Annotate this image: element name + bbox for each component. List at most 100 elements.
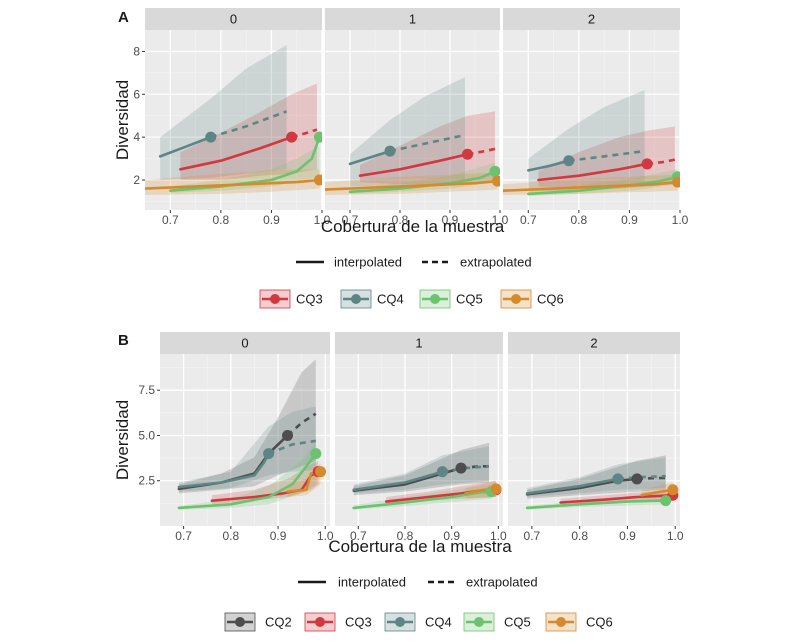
chart-B: B 0 0.7 0.8 0.9 1.0 2.5 5.0 7.5 1 0.7 0.8 0.9 1.0 2 0.7… [113,332,684,632]
facet-strip [508,332,680,354]
facet-strip-label: 1 [409,12,416,27]
line-interpolated-cq4 [526,159,571,172]
x-tick-label: 0.7 [524,529,541,543]
x-tick-label: 1.0 [492,213,509,227]
facet-strip-label: 1 [415,336,422,351]
facet-strip [503,8,680,30]
x-tick-label: 0.8 [392,213,409,227]
ci-band-cq5 [170,145,320,193]
line-interpolated-cq3 [559,493,675,504]
facet-data [525,455,679,510]
ci-band-cq2 [353,442,489,496]
legend-key-point-cq6 [556,617,566,627]
facet-data [352,442,502,510]
observed-point-cq4 [563,155,575,167]
ci-band-cq4 [160,45,287,180]
observed-point-cq4 [612,473,624,485]
line-interpolated-cq4 [158,135,212,158]
legend-label-cq3: CQ3 [345,615,372,630]
legend-key-point-cq4 [395,617,405,627]
legend-label-interpolated: interpolated [338,575,406,590]
line-extrapolated-cq4 [568,149,645,162]
legend-key-point-cq4 [351,294,361,304]
ci-band-cq4 [178,406,316,492]
x-tick-label: 0.8 [571,213,588,227]
line-extrapolated-cq2 [636,476,666,481]
linetype-legend: interpolated extrapolated [298,575,538,590]
y-tick-label: 5.0 [138,428,155,442]
ci-band-cq4 [353,446,489,494]
legend-label-cq6: CQ6 [537,292,564,307]
facet-strip-label: 0 [241,336,248,351]
observed-point-cq3 [286,131,298,143]
ci-band-cq3 [538,126,675,189]
x-tick-label: 0.9 [442,213,459,227]
legend-key-point-cq3 [315,617,325,627]
y-tick-label: 2.5 [138,474,155,488]
panel-letter-A: A [118,9,129,26]
legend-label-cq4: CQ4 [425,615,452,630]
x-tick-label: 0.9 [270,529,287,543]
chart-A: A 0 0.7 0.8 0.9 1.0 2 4 6 8 1 0.7 0.8 0.9 1.0 2 0.7 0.8 0.… [113,8,689,309]
facet-B-1: 1 0.7 0.8 0.9 1.0 [335,332,507,543]
facet-data [325,77,500,195]
x-tick-label: 0.7 [520,213,537,227]
observed-point-cq2 [455,462,467,474]
x-tick-label: 0.7 [350,529,367,543]
line-extrapolated-cq4 [268,439,316,455]
observed-point-cq5 [660,495,672,507]
observed-point-cq3 [462,148,473,160]
series-legend: CQ2 CQ3 CQ4 CQ5 CQ6 [224,612,613,632]
legend-label-cq2: CQ2 [265,615,292,630]
legend-label-interpolated: interpolated [334,255,402,270]
facet-data [145,45,322,195]
legend-key-point-cq5 [430,294,440,304]
y-tick-label: 2 [133,173,140,187]
legend-label-cq3: CQ3 [296,292,323,307]
facet-strip-label: 2 [590,336,597,351]
observed-point-cq6 [667,484,679,496]
facet-strip [160,332,330,354]
facet-strip [335,332,503,354]
observed-point-cq3 [641,158,653,170]
y-tick-label: 4 [133,130,140,144]
line-interpolated-cq5 [169,135,321,192]
observed-point-cq6 [671,176,680,188]
x-tick-label: 0.8 [571,529,588,543]
x-tick-label: 1.0 [490,529,507,543]
observed-point-cq5 [313,131,322,143]
x-tick-label: 0.7 [175,529,192,543]
line-interpolated-cq5 [525,499,668,510]
legend-key-point-cq6 [511,294,521,304]
legend-key-point-cq2 [235,617,245,627]
facet-A-2: 2 0.7 0.8 0.9 1.0 [503,8,689,227]
y-tick-label: 6 [133,87,140,101]
facet-strip [145,8,322,30]
facet-B-2: 2 0.7 0.8 0.9 1.0 [508,332,684,543]
line-interpolated-cq2 [352,466,463,493]
ci-band-cq5 [528,169,678,197]
ci-band-cq3 [211,460,319,505]
x-axis-title: Cobertura de la muestra [328,537,512,556]
line-interpolated-cq4 [348,149,392,166]
line-interpolated-cq5 [177,452,318,510]
observed-point-cq6 [315,466,327,478]
line-interpolated-cq6 [325,179,499,191]
observed-point-cq6 [490,483,502,495]
observed-point-cq5 [310,448,322,460]
x-tick-label: 0.9 [443,529,460,543]
line-interpolated-cq4 [525,477,620,495]
facet-data [503,90,680,197]
legend-label-cq5: CQ5 [504,615,531,630]
line-interpolated-cq4 [177,452,270,489]
line-extrapolated-cq2 [460,464,489,470]
ci-band-cq3 [360,111,495,185]
y-tick-label: 7.5 [138,383,155,397]
ci-band-cq4 [527,457,666,497]
x-tick-label: 0.8 [222,529,239,543]
y-axis-title: Diversidad [113,80,132,160]
observed-point-cq4 [263,448,275,460]
line-interpolated-cq2 [525,477,639,496]
facet-B-0: 0 0.7 0.8 0.9 1.0 2.5 5.0 7.5 [138,332,334,543]
legend-label-cq6: CQ6 [586,615,613,630]
